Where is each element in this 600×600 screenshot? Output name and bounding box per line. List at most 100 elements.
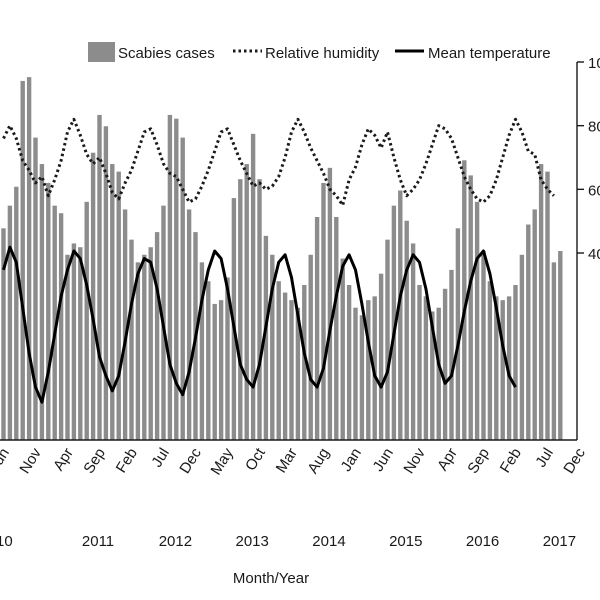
bar [1, 228, 6, 440]
bar [327, 167, 333, 440]
bar [436, 307, 441, 440]
bar [206, 281, 211, 440]
bar [97, 114, 102, 441]
bar [33, 137, 38, 440]
bar [302, 285, 307, 440]
bar [212, 303, 217, 440]
bar [513, 285, 518, 440]
bar [129, 239, 134, 440]
bar [532, 209, 537, 440]
month-tick-label: Feb [497, 445, 525, 476]
bar [468, 175, 473, 440]
bar [385, 239, 390, 440]
year-label: 2013 [236, 533, 269, 550]
bar [481, 251, 486, 440]
bar [340, 258, 345, 440]
bar [558, 251, 563, 440]
bar [116, 171, 121, 440]
bar [462, 160, 467, 440]
bar [430, 311, 435, 440]
bar [308, 254, 313, 440]
bar [218, 300, 224, 440]
year-label: 2016 [466, 533, 499, 550]
bar [276, 281, 281, 440]
bar [250, 133, 256, 440]
bar [7, 205, 13, 440]
bar [526, 224, 531, 440]
bar [346, 285, 352, 440]
month-tick-label: Feb [113, 445, 141, 476]
legend-label-temperature: Mean temperature [428, 45, 551, 62]
bar [494, 296, 499, 440]
bar [314, 216, 320, 440]
bar [321, 182, 326, 440]
bar [391, 205, 397, 440]
month-tick-label: Jan [338, 445, 365, 475]
month-tick-label: Sep [80, 445, 109, 477]
bar [487, 281, 493, 440]
bar [225, 277, 230, 440]
year-label: 2017 [543, 533, 576, 550]
year-label: 2011 [82, 533, 114, 550]
month-tick-label: May [207, 445, 237, 478]
bar [538, 164, 544, 440]
bar [551, 262, 557, 440]
bar [174, 118, 179, 440]
bar [366, 300, 371, 440]
bar [442, 288, 448, 440]
bar [65, 254, 70, 440]
bar [199, 262, 205, 440]
bar [417, 285, 422, 440]
bar [142, 254, 147, 440]
temperature-line [2, 245, 517, 404]
bar [90, 152, 96, 440]
year-labels-layer: 10 2011 2012 2013 2014 2015 2016 2017 [0, 533, 576, 550]
bar [148, 247, 153, 440]
month-ticks-layer: Jun Nov Apr Sep Feb Jul Dec May Oct Mar Aug Jan Jun N… [0, 444, 589, 478]
bar [455, 228, 461, 440]
bar [78, 247, 83, 440]
bar [289, 300, 294, 440]
bar [506, 296, 512, 440]
bar [71, 243, 77, 440]
bar [46, 182, 51, 440]
bar [398, 190, 403, 440]
bar [52, 205, 57, 440]
bar [295, 307, 301, 440]
x-axis-title: Month/Year [233, 570, 309, 587]
year-label: 2015 [389, 533, 422, 550]
bar [238, 179, 243, 440]
bar [154, 232, 160, 440]
bar [474, 201, 480, 440]
bar [103, 126, 109, 440]
bar [545, 171, 550, 440]
month-tick-label: Dec [176, 445, 205, 477]
month-tick-label: Sep [464, 445, 493, 477]
year-label: 2014 [312, 533, 345, 550]
right-ticks-layer: 100 80 60 40 [577, 55, 600, 263]
bar [410, 243, 416, 440]
bar [500, 300, 505, 440]
bar [449, 269, 454, 440]
bar [122, 209, 128, 440]
bar [135, 262, 141, 440]
bar [353, 307, 358, 440]
bar [282, 292, 288, 440]
bar [263, 235, 269, 440]
month-tick-label: Jul [532, 445, 557, 470]
lines-layer [2, 117, 555, 404]
month-tick-label: Jun [370, 445, 397, 475]
month-tick-label: Aug [304, 445, 333, 477]
year-label: 2012 [159, 533, 192, 550]
bar [359, 315, 365, 440]
humidity-line [2, 117, 555, 207]
right-tick-label: 100 [588, 55, 600, 72]
right-tick-label: 40 [588, 246, 600, 263]
month-tick-label: Nov [400, 445, 429, 477]
bar [334, 216, 339, 440]
bar [423, 296, 429, 440]
bar [20, 80, 25, 441]
month-tick-label: Mar [273, 445, 301, 476]
year-label: 10 [0, 533, 13, 550]
month-tick-label: Jun [0, 445, 13, 475]
